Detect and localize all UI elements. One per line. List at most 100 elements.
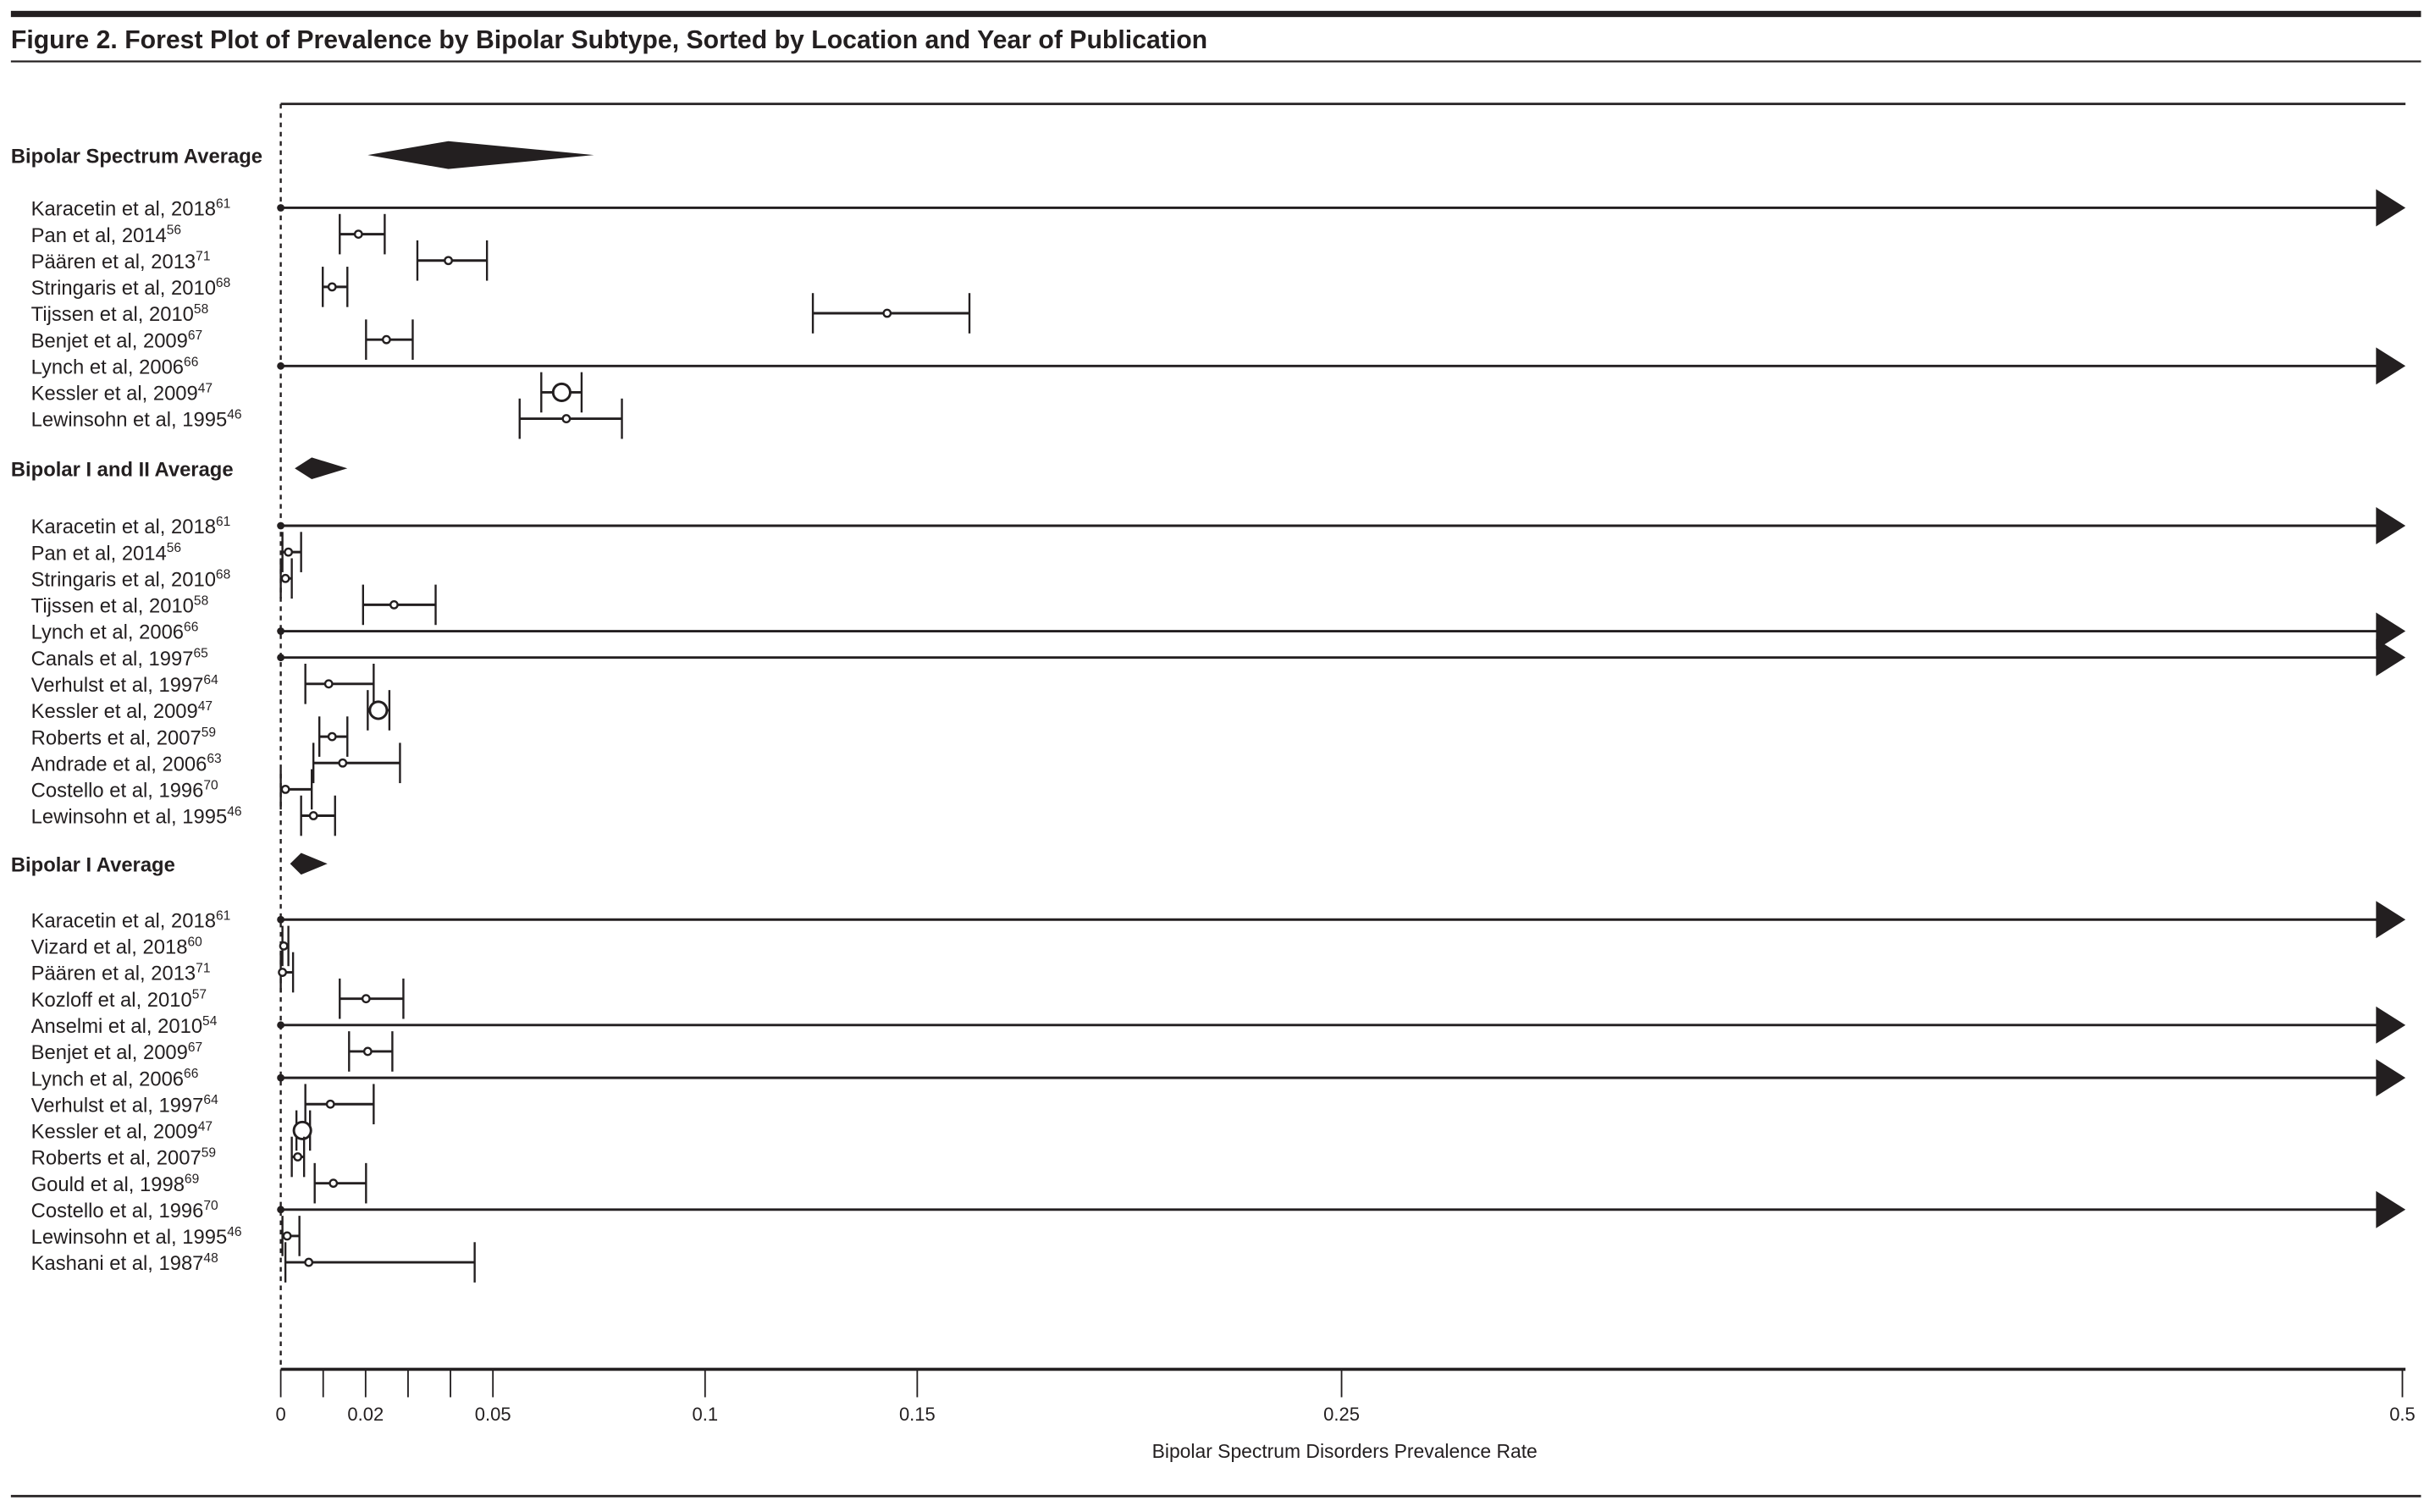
ci-arrow	[2376, 901, 2406, 939]
study-label: Verhulst et al, 199764	[31, 1093, 218, 1117]
point-estimate	[277, 915, 284, 924]
study-reference: 64	[203, 673, 218, 687]
figure-title: Figure 2. Forest Plot of Prevalence by B…	[11, 26, 1207, 54]
study-reference: 70	[203, 1199, 218, 1213]
study-label: Roberts et al, 200759	[31, 726, 216, 749]
study-name: Kessler et al, 2009	[31, 383, 198, 406]
study-reference: 46	[227, 408, 241, 422]
study-name: Anselmi et al, 2010	[31, 1015, 202, 1038]
study-reference: 70	[203, 778, 218, 792]
study-reference: 71	[196, 250, 210, 264]
top-rule	[10, 10, 2421, 18]
study-name: Lewinsohn et al, 1995	[31, 409, 228, 432]
study-row: Lynch et al, 200666	[31, 1059, 2406, 1097]
study-label: Karacetin et al, 201861	[31, 515, 231, 538]
point-estimate	[353, 229, 363, 240]
point-estimate	[282, 1231, 292, 1241]
study-name: Lynch et al, 2006	[31, 356, 184, 378]
point-estimate	[293, 1152, 303, 1162]
study-row: Benjet et al, 200967	[31, 1031, 394, 1072]
study-row: Costello et al, 199670	[31, 769, 313, 810]
point-estimate	[277, 1206, 284, 1214]
study-label: Pan et al, 201456	[31, 541, 181, 565]
point-estimate	[277, 654, 284, 662]
ci-arrow	[2376, 1059, 2406, 1097]
study-row: Canals et al, 199765	[31, 638, 2406, 676]
study-row: Tijssen et al, 201058	[31, 293, 971, 334]
study-label: Canals et al, 199765	[31, 647, 208, 670]
study-reference: 71	[196, 962, 210, 976]
study-reference: 60	[187, 935, 202, 949]
summary-diamond	[290, 853, 328, 875]
study-reference: 66	[184, 621, 198, 635]
study-row: Lynch et al, 200666	[31, 612, 2406, 650]
study-name: Costello et al, 1996	[31, 780, 204, 803]
study-label: Benjet et al, 200967	[31, 1040, 203, 1064]
study-reference: 66	[184, 1067, 198, 1081]
point-estimate	[361, 994, 371, 1004]
point-estimate	[444, 256, 453, 266]
point-estimate	[323, 679, 334, 689]
group-label: Bipolar I Average	[11, 853, 175, 876]
study-label: Karacetin et al, 201861	[31, 908, 231, 932]
study-label: Costello et al, 199670	[31, 778, 218, 802]
study-name: Benjet et al, 2009	[31, 1041, 188, 1064]
study-reference: 68	[216, 567, 230, 582]
study-name: Andrade et al, 2006	[31, 753, 207, 775]
study-row: Tijssen et al, 201058	[31, 584, 437, 626]
study-group: Bipolar Spectrum Average Karacetin et al,…	[11, 141, 2406, 439]
point-estimate	[362, 1046, 373, 1057]
study-reference: 67	[188, 1040, 202, 1055]
title-rule	[10, 60, 2421, 63]
point-estimate	[277, 1021, 284, 1029]
summary-diamond	[367, 141, 594, 169]
study-name: Lewinsohn et al, 1995	[31, 1226, 228, 1249]
study-reference: 58	[194, 593, 208, 608]
study-name: Lynch et al, 2006	[31, 1068, 184, 1090]
study-row: Lewinsohn et al, 199546	[31, 398, 623, 439]
point-estimate	[551, 382, 571, 402]
point-estimate	[277, 1073, 284, 1082]
x-axis: 0 0.02 0.05 0.1 0.15 0.25 0.5	[275, 1367, 2416, 1425]
study-reference: 47	[198, 699, 213, 714]
point-estimate	[277, 627, 284, 635]
study-row: Benjet et al, 200967	[31, 319, 414, 360]
study-label: Lewinsohn et al, 199546	[31, 1225, 242, 1249]
study-row: Lynch et al, 200666	[31, 347, 2406, 385]
study-row: Päären et al, 201371	[31, 952, 295, 993]
study-label: Stringaris et al, 201068	[31, 276, 231, 300]
study-label: Lynch et al, 200666	[31, 1067, 199, 1090]
ci-arrow	[2376, 612, 2406, 650]
study-reference: 61	[216, 196, 230, 211]
study-label: Päären et al, 201371	[31, 962, 211, 985]
study-row: Päären et al, 201371	[31, 240, 489, 281]
study-row: Kozloff et al, 201057	[31, 978, 405, 1019]
study-label: Kessler et al, 200947	[31, 699, 213, 723]
point-estimate	[304, 1257, 314, 1267]
study-reference: 59	[202, 1146, 216, 1161]
study-reference: 48	[203, 1251, 218, 1266]
study-name: Costello et al, 1996	[31, 1200, 204, 1222]
study-label: Lynch et al, 200666	[31, 355, 199, 378]
study-row: Costello et al, 199670	[31, 1190, 2406, 1228]
point-estimate	[279, 941, 289, 951]
study-label: Anselmi et al, 201054	[31, 1014, 218, 1038]
point-estimate	[561, 414, 571, 423]
study-name: Kessler et al, 2009	[31, 700, 198, 723]
ci-arrow	[2376, 1006, 2406, 1044]
point-estimate	[292, 1120, 312, 1140]
study-label: Karacetin et al, 201861	[31, 196, 231, 220]
study-label: Tijssen et al, 201058	[31, 593, 209, 617]
study-label: Kessler et al, 200947	[31, 381, 213, 405]
study-reference: 57	[192, 988, 207, 1002]
study-name: Karacetin et al, 2018	[31, 516, 216, 538]
study-row: Andrade et al, 200663	[31, 742, 401, 784]
study-name: Roberts et al, 2007	[31, 1147, 202, 1170]
point-estimate	[308, 811, 318, 820]
plot-rows: Bipolar Spectrum Average Karacetin et al,…	[11, 141, 2406, 1283]
study-row: Vizard et al, 201860	[31, 925, 290, 967]
study-name: Tijssen et al, 2010	[31, 595, 194, 618]
study-label: Lewinsohn et al, 199546	[31, 805, 242, 829]
study-label: Roberts et al, 200759	[31, 1146, 216, 1170]
